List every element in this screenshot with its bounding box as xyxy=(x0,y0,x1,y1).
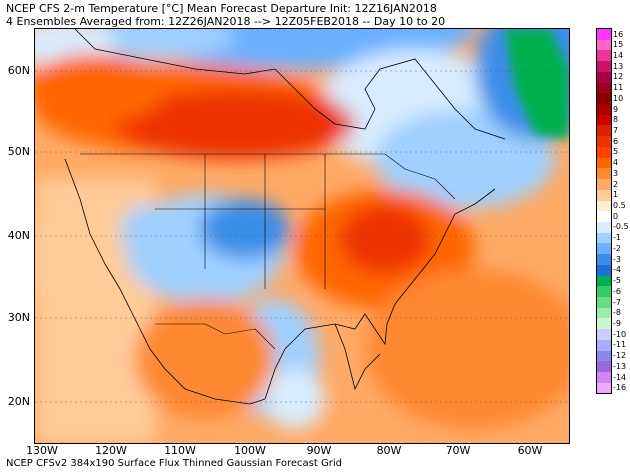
colorbar-swatch xyxy=(597,221,611,233)
colorbar-swatch xyxy=(597,146,611,158)
anomaly-field xyxy=(35,29,569,443)
colorbar-label: -14 xyxy=(613,372,627,382)
colorbar-swatch xyxy=(597,29,611,40)
colorbar-label: -16 xyxy=(613,383,627,393)
lon-label-130w: 130W xyxy=(26,444,58,457)
lon-label-80w: 80W xyxy=(376,444,402,457)
colorbar-swatch xyxy=(597,361,611,372)
colorbar-label: -6 xyxy=(613,286,621,296)
lon-label-60w: 60W xyxy=(517,444,543,457)
colorbar-swatch xyxy=(597,39,611,51)
colorbar-swatch xyxy=(597,211,611,222)
colorbar-swatch xyxy=(597,307,611,319)
colorbar-label: 3 xyxy=(613,168,619,178)
colorbar-swatch xyxy=(597,61,611,72)
temperature-anomaly-map xyxy=(34,28,570,444)
colorbar-swatch xyxy=(597,104,611,115)
colorbar-swatch xyxy=(597,275,611,287)
colorbar-swatch xyxy=(597,372,611,383)
colorbar-label: 1 xyxy=(613,190,619,200)
colorbar-label: 10 xyxy=(613,93,624,103)
lon-label-70w: 70W xyxy=(445,444,471,457)
colorbar-swatch xyxy=(597,157,611,169)
colorbar-label: 15 xyxy=(613,40,624,50)
colorbar-label: 2 xyxy=(613,179,619,189)
colorbar-swatch xyxy=(597,339,611,351)
colorbar-swatch xyxy=(597,114,611,126)
colorbar-label: -8 xyxy=(613,308,621,318)
lat-label-30n: 30N xyxy=(7,311,30,324)
colorbar xyxy=(596,28,612,395)
colorbar-swatch xyxy=(597,254,611,265)
colorbar-swatch xyxy=(597,296,611,308)
lon-label-120w: 120W xyxy=(95,444,127,457)
lon-label-110w: 110W xyxy=(164,444,196,457)
colorbar-swatch xyxy=(597,264,611,276)
colorbar-label: -11 xyxy=(613,340,627,350)
colorbar-label: 14 xyxy=(613,50,624,60)
colorbar-label: 5 xyxy=(613,147,619,157)
map-title-line-2: 4 Ensembles Averaged from: 12Z26JAN2018 … xyxy=(6,15,446,28)
colorbar-swatch xyxy=(597,168,611,180)
colorbar-label: -13 xyxy=(613,361,627,371)
colorbar-swatch xyxy=(597,82,611,94)
colorbar-label: 9 xyxy=(613,104,619,114)
colorbar-swatch xyxy=(597,71,611,83)
colorbar-label: -12 xyxy=(613,351,627,361)
colorbar-swatch xyxy=(597,189,611,201)
colorbar-label: 12 xyxy=(613,72,624,82)
colorbar-label: 0 xyxy=(613,211,619,221)
colorbar-label: 16 xyxy=(613,29,624,39)
colorbar-swatch xyxy=(597,243,611,255)
colorbar-label: 0.5 xyxy=(613,201,626,211)
lat-label-50n: 50N xyxy=(7,145,30,158)
colorbar-label: -3 xyxy=(613,254,621,264)
lat-label-20n: 20N xyxy=(7,395,30,408)
lat-label-60n: 60N xyxy=(7,64,30,77)
colorbar-label: 8 xyxy=(613,115,619,125)
colorbar-swatch xyxy=(597,136,611,147)
colorbar-swatch xyxy=(597,350,611,362)
colorbar-label: -7 xyxy=(613,297,621,307)
colorbar-swatch xyxy=(597,286,611,297)
colorbar-swatch xyxy=(597,50,611,62)
colorbar-swatch xyxy=(597,179,611,190)
lon-label-100w: 100W xyxy=(234,444,266,457)
colorbar-swatch xyxy=(597,93,611,105)
colorbar-swatch xyxy=(597,329,611,340)
colorbar-label: -2 xyxy=(613,243,621,253)
colorbar-swatch xyxy=(597,318,611,330)
lat-label-40n: 40N xyxy=(7,229,30,242)
colorbar-label: -1 xyxy=(613,233,621,243)
map-title-line-1: NCEP CFS 2-m Temperature [°C] Mean Forec… xyxy=(6,2,437,15)
colorbar-swatch xyxy=(597,200,611,212)
colorbar-label: -5 xyxy=(613,276,621,286)
map-footer: NCEP CFSv2 384x190 Surface Flux Thinned … xyxy=(6,458,342,469)
colorbar-label: 7 xyxy=(613,125,619,135)
colorbar-label: -9 xyxy=(613,318,621,328)
lon-label-90w: 90W xyxy=(306,444,332,457)
colorbar-label: 11 xyxy=(613,83,624,93)
colorbar-label: 6 xyxy=(613,136,619,146)
colorbar-label: -0.5 xyxy=(613,222,629,232)
colorbar-label: -4 xyxy=(613,265,621,275)
colorbar-swatch xyxy=(597,125,611,137)
colorbar-label: -10 xyxy=(613,329,627,339)
colorbar-label: 4 xyxy=(613,158,619,168)
colorbar-swatch xyxy=(597,232,611,244)
colorbar-label: 13 xyxy=(613,61,624,71)
colorbar-swatch xyxy=(597,382,611,394)
